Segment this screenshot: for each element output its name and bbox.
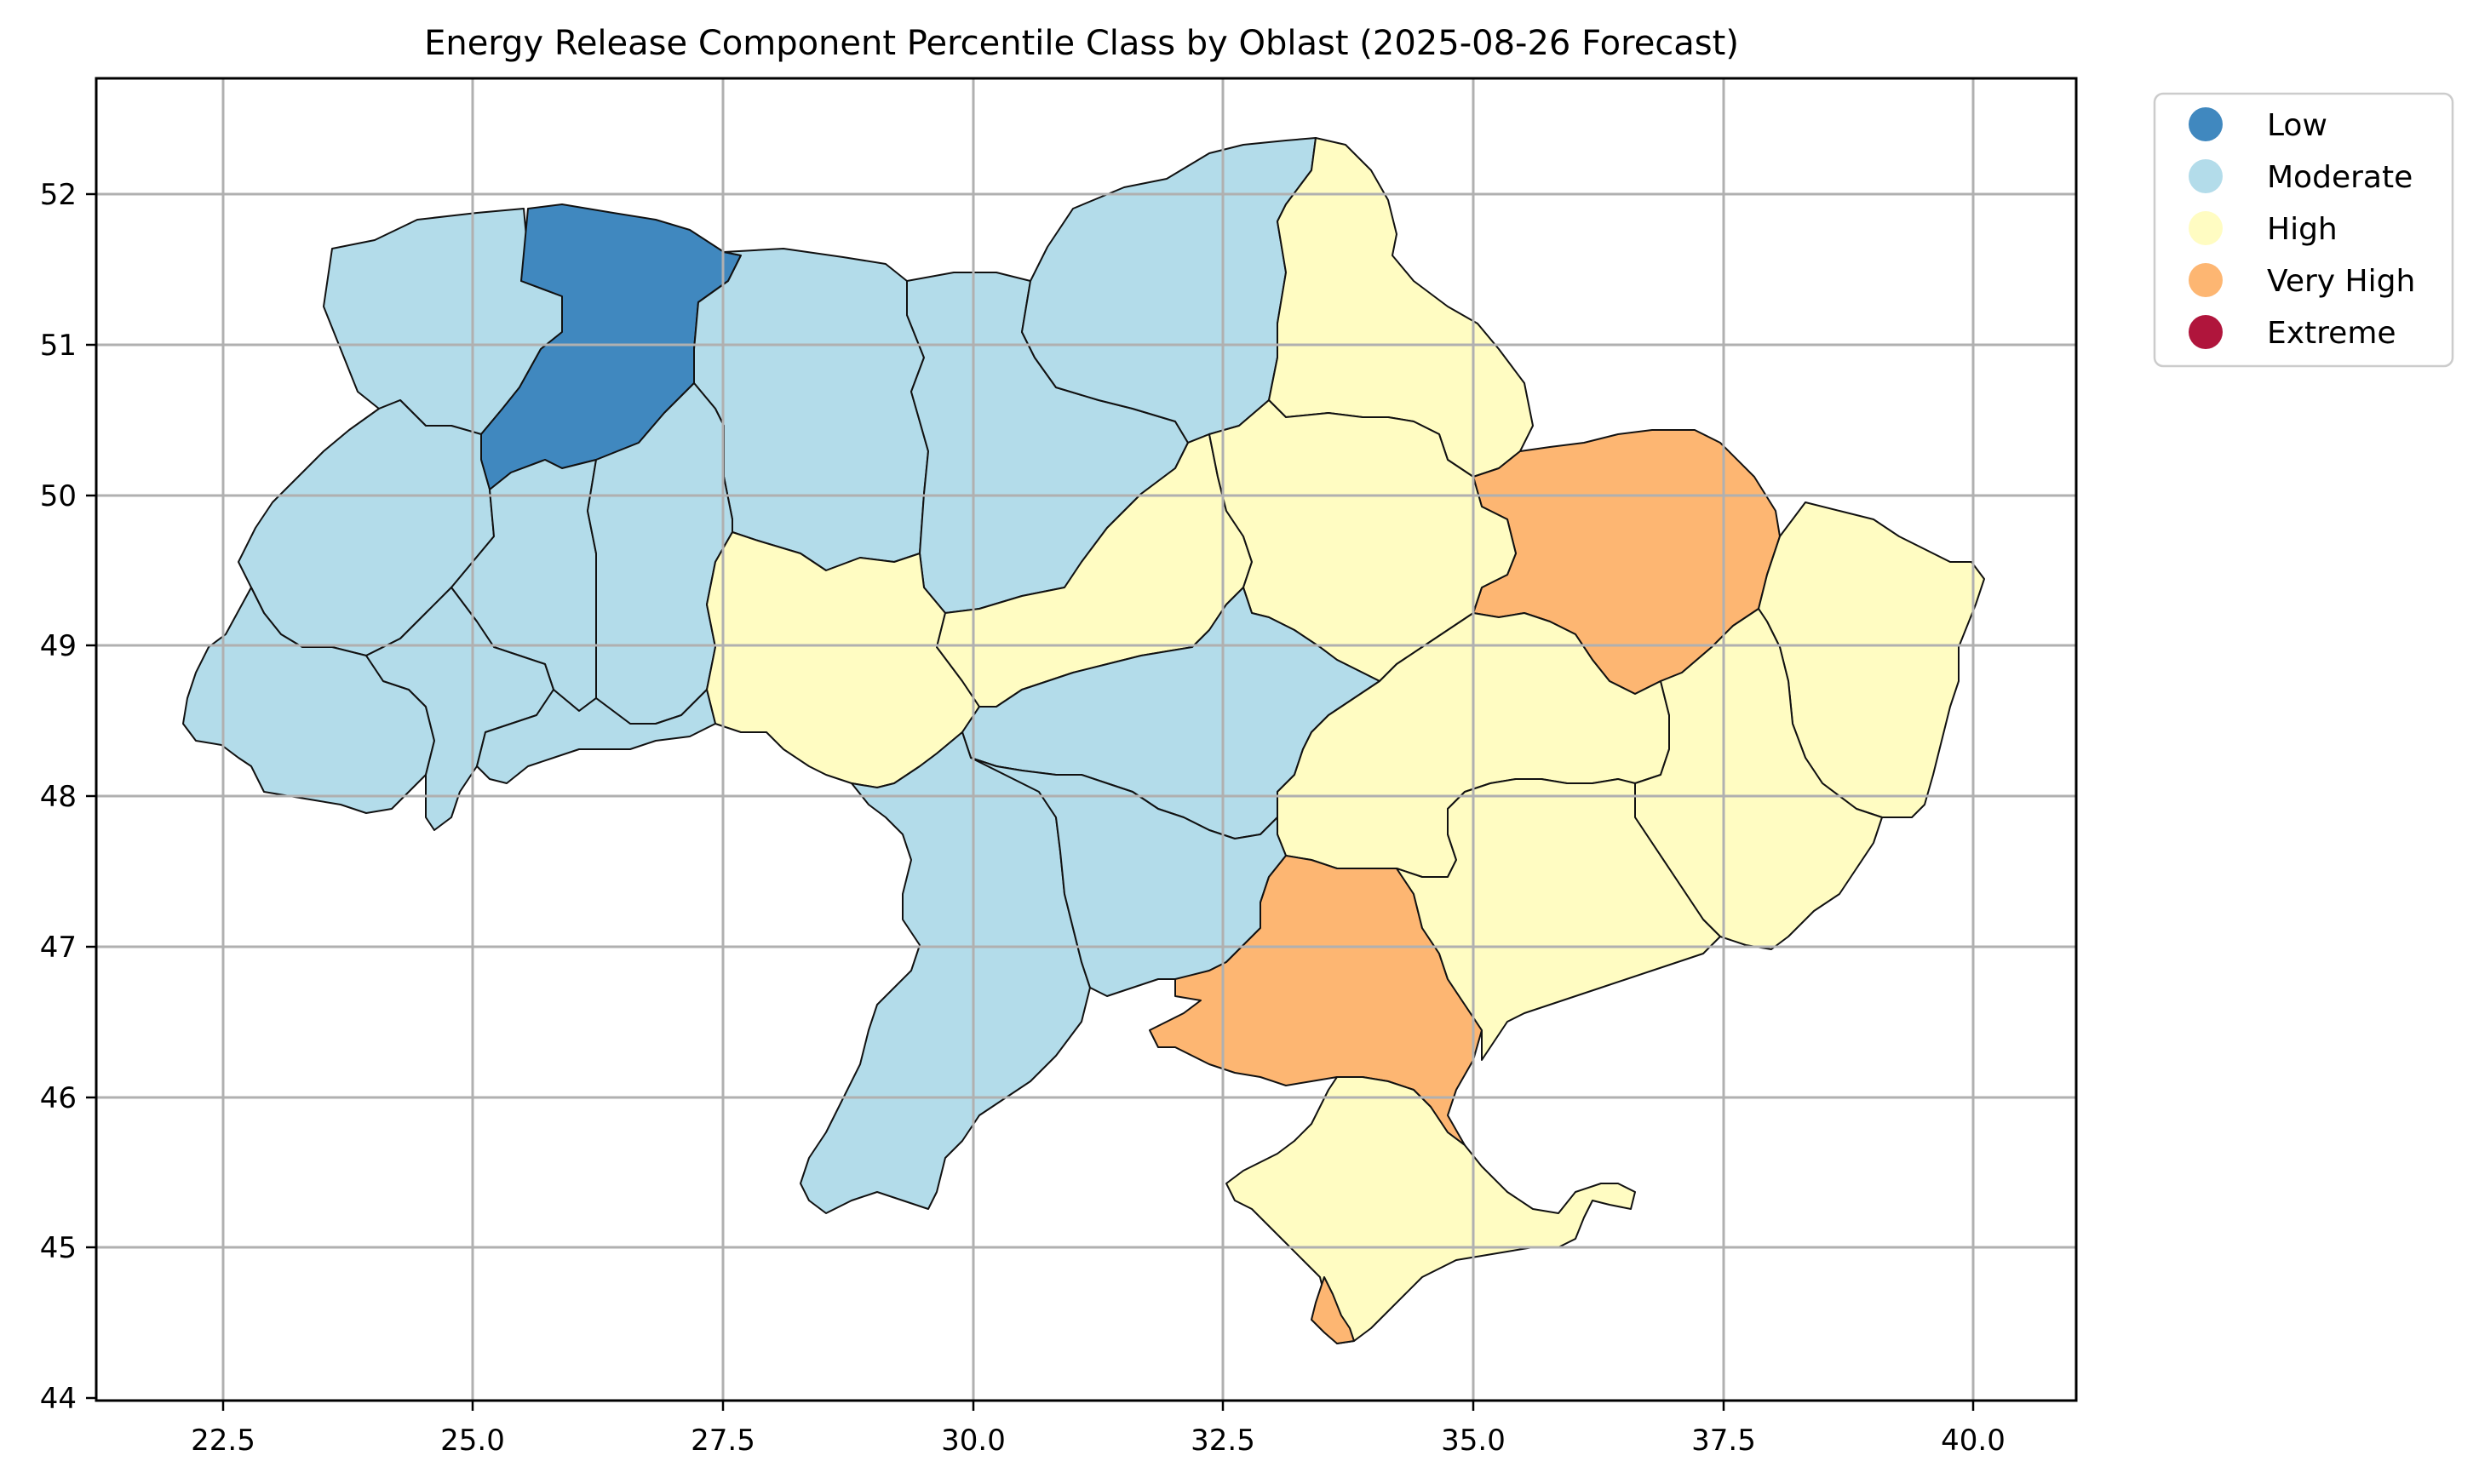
y-tick-label: 49: [40, 629, 77, 663]
y-tick-label: 44: [40, 1382, 77, 1416]
y-tick-label: 50: [40, 479, 77, 513]
x-tick-label: 27.5: [691, 1424, 755, 1458]
x-tick-label: 30.0: [941, 1424, 1006, 1458]
legend-label-high: High: [2267, 212, 2338, 247]
legend-marker-extreme: [2189, 315, 2223, 349]
legend-label-extreme: Extreme: [2267, 316, 2396, 351]
legend: Low Moderate High Very High Extreme: [2153, 92, 2454, 368]
legend-label-very-high: Very High: [2267, 264, 2415, 299]
legend-marker-low: [2189, 107, 2223, 141]
map-title: Energy Release Component Percentile Clas…: [424, 24, 1739, 63]
legend-label-moderate: Moderate: [2267, 160, 2413, 195]
legend-marker-very-high: [2189, 263, 2223, 297]
x-tick-label: 25.0: [440, 1424, 505, 1458]
x-tick-label: 32.5: [1191, 1424, 1255, 1458]
y-tick-label: 51: [40, 329, 77, 363]
x-tick-label: 37.5: [1691, 1424, 1756, 1458]
x-tick-label: 40.0: [1941, 1424, 2006, 1458]
y-tick-label: 45: [40, 1231, 77, 1265]
legend-marker-moderate: [2189, 159, 2223, 193]
oblast-regions: [182, 137, 1985, 1344]
legend-marker-high: [2189, 211, 2223, 245]
region-crimea[interactable]: [1225, 1076, 1636, 1344]
region-chernivtsi[interactable]: [476, 689, 716, 784]
region-zakarpattia[interactable]: [182, 587, 435, 814]
y-axis: 44 45 46 47 48 49 50 51 52: [40, 178, 96, 1416]
x-axis: 22.5 25.0 27.5 30.0 32.5 35.0 37.5 40.0: [191, 1401, 2006, 1458]
y-tick-label: 46: [40, 1081, 77, 1115]
y-tick-label: 52: [40, 178, 77, 212]
region-zaporizhzhia[interactable]: [1396, 778, 1721, 1061]
legend-box: [2153, 92, 2454, 368]
y-tick-label: 47: [40, 931, 77, 965]
x-tick-label: 22.5: [191, 1424, 255, 1458]
plot-frame: [95, 77, 2078, 1402]
region-sevastopol[interactable]: [1311, 1276, 1355, 1344]
x-tick-label: 35.0: [1441, 1424, 1506, 1458]
grid: [96, 78, 2076, 1401]
y-tick-label: 48: [40, 780, 77, 814]
legend-label-low: Low: [2267, 108, 2327, 143]
